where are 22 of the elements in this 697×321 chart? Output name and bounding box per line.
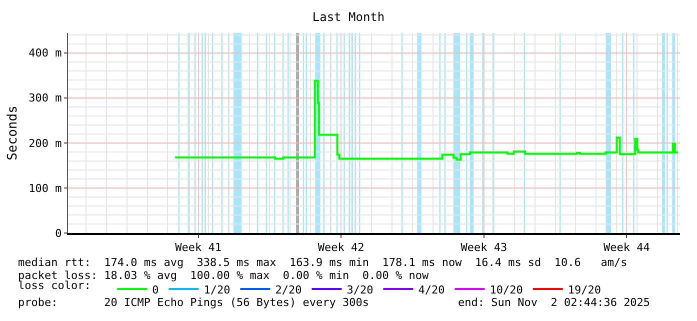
legend-label: 3/20	[346, 283, 374, 296]
text: probe: 20 ICMP Echo Pings (56 Bytes) every 300s	[18, 296, 369, 309]
y-axis-title: Seconds	[6, 106, 21, 160]
text: packet loss: 18.03 % avg 100.00 % max 0.00 % min 0.00 % now	[18, 269, 429, 282]
y-tick-label: 200 m	[28, 136, 62, 150]
x-tick-label: Week 41	[175, 241, 222, 254]
x-tick-label: Week 42	[318, 241, 364, 254]
y-tick-label: 300 m	[28, 92, 62, 105]
legend-label: 2/20	[275, 283, 302, 296]
legend-label: 1/20	[204, 283, 230, 296]
x-tick-label: Week 44	[604, 241, 650, 254]
legend-label: 4/20	[418, 283, 445, 296]
x-tick-label: Week 43	[460, 241, 508, 254]
chart-title: Last Month	[312, 10, 385, 24]
y-tick-label: 400 m	[28, 46, 62, 60]
text: median rtt: 174.0 ms avg 338.5 ms max 163.9 ms min 178.1 ms now 16.4 ms sd 10.6 am/s	[18, 256, 628, 269]
legend-label: 10/20	[490, 283, 523, 296]
y-tick-label: 0	[55, 226, 62, 240]
legend-label: 19/20	[568, 283, 601, 296]
y-tick-label: 100 m	[28, 182, 62, 195]
text: end: Sun Nov 2 02:44:36 2025	[458, 296, 650, 309]
legend-label: 0	[152, 283, 159, 296]
